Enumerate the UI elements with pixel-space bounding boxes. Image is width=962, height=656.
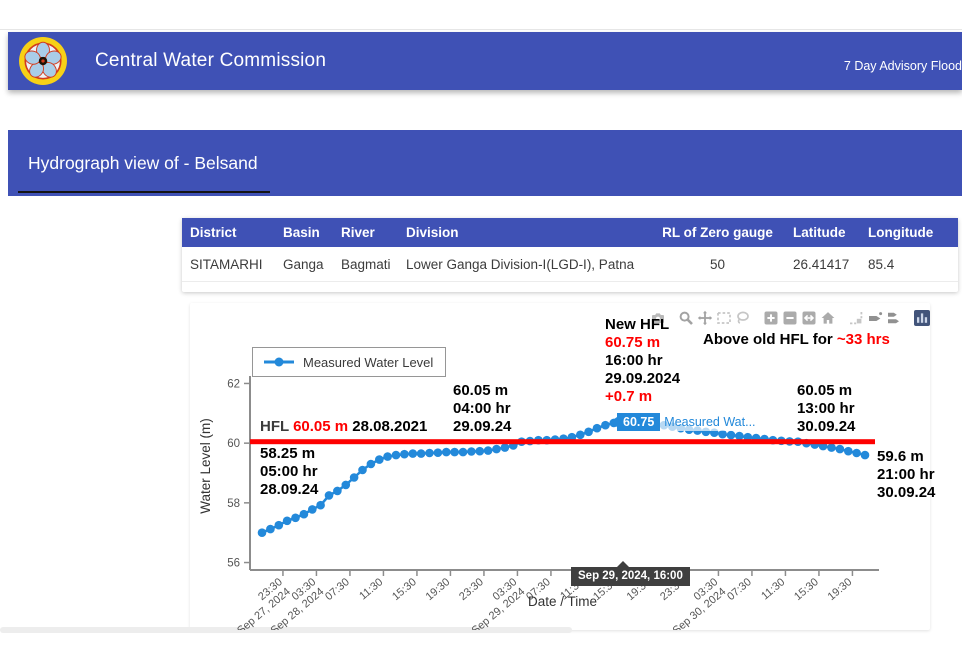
- annotation-start-level: 58.25 m 05:00 hr 28.09.24: [260, 445, 319, 498]
- top-strip: [0, 0, 962, 30]
- table-cell: Lower Ganga Division-I(LGD-I), Patna: [398, 247, 650, 282]
- annotation-end-level: 59.6 m 21:00 hr 30.09.24: [877, 448, 936, 501]
- svg-text:11:30: 11:30: [759, 576, 787, 602]
- table-header-cell: Latitude: [793, 225, 846, 240]
- hover-tooltip-value: 60.75: [617, 413, 661, 431]
- x-axis-tooltip-text: Sep 29, 2024, 16:00: [578, 570, 683, 582]
- svg-text:23:30: 23:30: [457, 576, 486, 603]
- svg-text:58: 58: [227, 498, 240, 510]
- zoom-out-icon[interactable]: [780, 309, 799, 328]
- hydrograph-card: Measured Water Level 56 58 60 62 Water Level…: [190, 303, 935, 630]
- autoscale-icon[interactable]: [799, 309, 818, 328]
- plotly-logo-icon[interactable]: [912, 309, 931, 328]
- hover-tooltip-caret-icon: [610, 417, 617, 427]
- horizontal-scrollbar[interactable]: [0, 627, 572, 633]
- annotation-cross-up: 60.05 m 04:00 hr 29.09.24: [453, 382, 512, 435]
- station-info-card: District Basin River Division RL of Zero gau…: [182, 218, 958, 292]
- annotation-above-old-hfl: Above old HFL for ~33 hrs: [703, 331, 890, 348]
- svg-text:19:30: 19:30: [424, 576, 453, 603]
- table-header-row: District Basin River Division RL of Zero gau…: [182, 218, 958, 247]
- hover-tooltip: 60.75 Measured Wat...: [610, 413, 760, 431]
- cwc-logo-icon: [19, 37, 67, 85]
- page-title-bar: Hydrograph view of - Belsand: [8, 130, 962, 196]
- x-axis-tooltip-caret-icon: [617, 561, 629, 567]
- table-cell: Bagmati: [333, 247, 398, 282]
- x-axis-tooltip: Sep 29, 2024, 16:00: [571, 561, 690, 586]
- y-axis: 56 58 60 62 Water Level (m): [198, 376, 251, 570]
- reset-axes-icon[interactable]: [818, 309, 837, 328]
- zoom-icon[interactable]: [676, 309, 695, 328]
- annotation-cross-down: 60.05 m 13:00 hr 30.09.24: [797, 382, 856, 435]
- svg-text:Water Level (m): Water Level (m): [198, 418, 213, 514]
- table-header-cell: River: [341, 225, 375, 240]
- legend-label: Measured Water Level: [303, 354, 434, 370]
- pan-icon[interactable]: [695, 309, 714, 328]
- box-select-icon[interactable]: [714, 309, 733, 328]
- svg-text:Date / Time: Date / Time: [528, 594, 597, 609]
- app-title: Central Water Commission: [95, 50, 327, 71]
- svg-text:19:30: 19:30: [826, 576, 855, 603]
- station-table: District Basin River Division RL of Zero gau…: [182, 218, 958, 282]
- table-header-cell: Basin: [283, 225, 320, 240]
- table-header-cell: RL of Zero gauge: [662, 225, 773, 240]
- chart-legend[interactable]: Measured Water Level: [252, 347, 447, 377]
- hfl-line: [250, 439, 875, 445]
- table-cell: 50: [650, 247, 785, 282]
- plotly-modebar: [648, 308, 931, 328]
- camera-icon[interactable]: [648, 309, 667, 328]
- table-cell: 85.4: [860, 247, 958, 282]
- table-cell: 26.41417: [785, 247, 860, 282]
- svg-text:15:30: 15:30: [792, 576, 821, 603]
- svg-text:07:30: 07:30: [725, 576, 754, 603]
- lasso-select-icon[interactable]: [733, 309, 752, 328]
- page-title: Hydrograph view of - Belsand: [28, 153, 258, 173]
- svg-text:56: 56: [227, 558, 240, 570]
- table-cell: Ganga: [275, 247, 333, 282]
- hover-tooltip-trace: Measured Wat...: [660, 413, 760, 431]
- app-header: Central Water Commission 7 Day Advisory …: [8, 32, 962, 90]
- hover-closest-icon[interactable]: [865, 309, 884, 328]
- svg-text:62: 62: [227, 378, 240, 390]
- table-row: SITAMARHI Ganga Bagmati Lower Ganga Divisio…: [182, 247, 958, 282]
- zoom-in-icon[interactable]: [761, 309, 780, 328]
- hover-compare-icon[interactable]: [884, 309, 903, 328]
- annotation-hfl-label: HFL 60.05 m 28.08.2021: [260, 418, 428, 435]
- svg-text:60: 60: [227, 438, 240, 450]
- svg-text:15:30: 15:30: [390, 576, 419, 603]
- nav-7day-advisory-link[interactable]: 7 Day Advisory Flood: [843, 59, 962, 73]
- table-header-cell: Division: [406, 225, 459, 240]
- legend-marker-icon: [264, 357, 294, 367]
- svg-text:07:30: 07:30: [323, 576, 352, 603]
- svg-text:11:30: 11:30: [357, 576, 385, 602]
- table-header-cell: District: [190, 225, 237, 240]
- table-header-cell: Longitude: [868, 225, 934, 240]
- toggle-spikelines-icon[interactable]: [846, 309, 865, 328]
- title-underline: [18, 191, 270, 193]
- annotation-new-hfl: New HFL 60.75 m 16:00 hr 29.09.2024 +0.7 m: [605, 316, 681, 405]
- table-cell: SITAMARHI: [182, 247, 275, 282]
